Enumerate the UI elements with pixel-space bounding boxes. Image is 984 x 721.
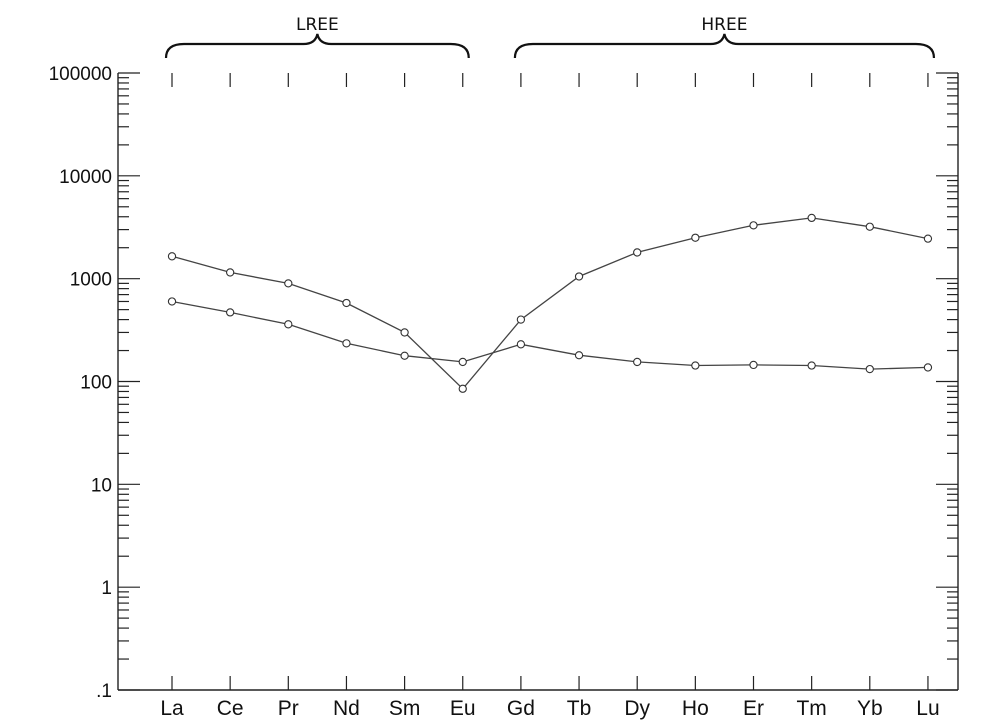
- series-1-point: [574, 272, 584, 281]
- series-2-point: [574, 351, 584, 360]
- series-layer: [167, 213, 933, 393]
- x-tick-label: Sm: [389, 697, 421, 720]
- x-tick-label: Eu: [450, 697, 476, 720]
- series-2-point: [865, 364, 874, 374]
- group-label: HREE: [701, 15, 747, 35]
- series-1-point: [400, 328, 409, 337]
- series-1-point: [749, 221, 758, 230]
- series-1-point: [516, 315, 526, 324]
- series-2-point: [807, 361, 816, 370]
- y-tick-label: 100000: [49, 64, 112, 85]
- x-tick-label: Nd: [333, 697, 360, 720]
- series-1-point: [633, 248, 642, 257]
- series-2-point: [516, 340, 526, 349]
- group-brace: [164, 33, 470, 59]
- x-tick-label: Tm: [796, 697, 826, 720]
- x-tick-label: Ce: [217, 697, 244, 720]
- x-tick-label: Gd: [507, 697, 535, 720]
- group-brace: [513, 33, 936, 59]
- series-1-point: [865, 222, 874, 231]
- y-tick-label: 1000: [70, 270, 112, 291]
- series-2-point: [400, 351, 409, 360]
- series-1-point: [807, 213, 816, 223]
- series-1-line: [171, 217, 929, 390]
- y-tick-label: 10000: [59, 167, 112, 188]
- series-1-point: [458, 384, 467, 393]
- series-1-point: [923, 234, 933, 243]
- group-braces: LREE HREE: [164, 15, 936, 59]
- series-1-point: [225, 268, 235, 277]
- x-tick-label: Yb: [857, 697, 883, 720]
- series-2-point: [284, 320, 293, 329]
- x-tick-label: Ho: [682, 697, 709, 720]
- y-tick-label: 100: [80, 373, 112, 394]
- plot-frame: [117, 73, 959, 691]
- y-axis-ticks: 100000 10000 1000 100 10 1 .1: [49, 64, 958, 702]
- x-tick-label: Dy: [624, 697, 650, 720]
- x-tick-label: La: [160, 697, 184, 720]
- group-label: LREE: [296, 15, 339, 35]
- series-1-point: [691, 233, 700, 242]
- series-1-point: [284, 279, 293, 288]
- series-2-point: [167, 297, 177, 306]
- series-2-point: [749, 360, 758, 370]
- x-tick-label: Tb: [567, 697, 592, 720]
- series-2-point: [691, 361, 700, 370]
- series-2-point: [923, 363, 933, 372]
- x-tick-label: Er: [743, 697, 764, 720]
- y-tick-label: 10: [91, 475, 112, 496]
- x-axis-ticks: La Ce Pr Nd Sm Eu Gd Tb Dy Ho Er Tm Yb Lu: [160, 73, 940, 720]
- series-1-point: [167, 252, 177, 261]
- x-tick-label: Lu: [916, 697, 939, 720]
- series-2-point: [225, 308, 235, 317]
- series-1-point: [342, 298, 351, 308]
- x-tick-label: Pr: [278, 697, 299, 720]
- series-2-point: [458, 357, 467, 367]
- series-2-point: [342, 339, 351, 348]
- y-tick-label: 1: [101, 578, 112, 599]
- series-2-line: [171, 300, 928, 370]
- series-2-point: [633, 357, 642, 367]
- y-tick-label: .1: [96, 681, 112, 702]
